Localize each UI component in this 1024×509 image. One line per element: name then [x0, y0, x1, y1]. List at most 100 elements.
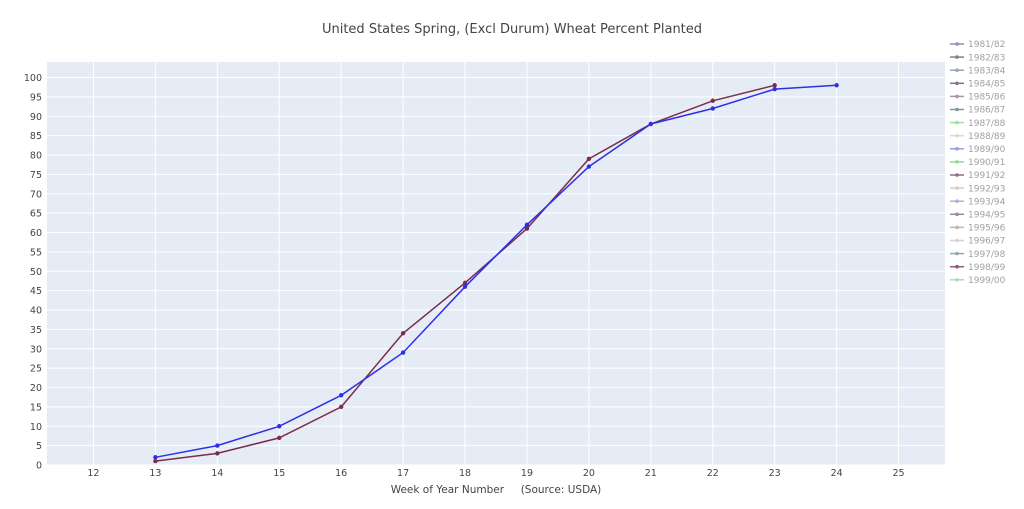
legend-marker-icon — [955, 133, 959, 138]
data-point[interactable] — [586, 156, 592, 162]
y-tick-label: 5 — [36, 441, 42, 452]
y-axis-ticks: 0 5 10 15 20 25 30 35 40 45 50 55 60 65 70 75 80 85 90 95 10… — [24, 73, 42, 472]
legend-label: 1986/87 — [968, 106, 1005, 116]
legend-marker-icon — [955, 42, 959, 46]
chart-title: United States Spring, (Excl Durum) Wheat… — [322, 22, 702, 37]
legend-item[interactable]: 1987/88 — [950, 119, 1006, 129]
legend-item[interactable]: 1993/94 — [950, 197, 1006, 207]
legend-marker-icon — [955, 251, 959, 256]
legend-item[interactable]: 1991/92 — [950, 171, 1005, 181]
series-line — [155, 84, 837, 459]
legend-item[interactable]: 1995/96 — [950, 224, 1006, 234]
data-point[interactable] — [338, 404, 344, 410]
data-point[interactable] — [648, 121, 654, 127]
legend-item[interactable]: 1990/91 — [950, 158, 1005, 168]
legend-marker-icon — [955, 186, 959, 190]
y-tick-label: 95 — [30, 92, 42, 103]
data-point[interactable] — [772, 83, 777, 88]
data-point[interactable] — [710, 106, 715, 111]
data-point[interactable] — [277, 424, 282, 429]
x-axis-label: Week of Year Number (Source: USDA) — [391, 484, 602, 496]
data-point[interactable] — [153, 455, 158, 460]
legend-item[interactable]: 1997/98 — [950, 250, 1006, 260]
x-axis-ticks: 12 13 14 15 16 17 18 19 20 21 22 23 24 25 — [87, 468, 904, 479]
legend-marker-icon — [955, 212, 959, 217]
y-tick-label: 15 — [30, 402, 42, 413]
x-tick-label: 13 — [149, 468, 161, 479]
data-point[interactable] — [215, 443, 220, 448]
data-point[interactable] — [710, 98, 715, 103]
legend-label: 1981/82 — [968, 40, 1005, 50]
x-tick-label: 23 — [769, 468, 781, 479]
legend-marker-icon — [955, 120, 959, 125]
legend-marker-icon — [955, 160, 959, 164]
legend-item[interactable]: 1994/95 — [950, 211, 1005, 221]
legend-item[interactable]: 1981/82 — [950, 40, 1005, 50]
legend-marker-icon — [955, 68, 959, 72]
y-tick-label: 25 — [30, 364, 42, 375]
legend-label: 1989/90 — [968, 145, 1006, 155]
legend-marker-icon — [955, 199, 959, 203]
y-tick-label: 40 — [30, 306, 42, 317]
legend-label: 1994/95 — [968, 211, 1005, 221]
x-tick-label: 15 — [273, 468, 285, 479]
data-point[interactable] — [772, 86, 777, 92]
legend-item[interactable]: 1996/97 — [950, 237, 1005, 247]
legend-label: 1998/99 — [968, 263, 1006, 273]
legend-item[interactable]: 1983/84 — [950, 66, 1006, 76]
legend-label: 1995/96 — [968, 224, 1006, 234]
legend-label: 1996/97 — [968, 237, 1005, 247]
legend-label: 1990/91 — [968, 158, 1005, 168]
legend-marker-icon — [955, 238, 959, 243]
series-2 — [153, 83, 839, 460]
x-tick-label: 14 — [211, 468, 223, 479]
legend-marker-icon — [955, 264, 959, 269]
legend-marker-icon — [955, 278, 959, 282]
legend-item[interactable]: 1984/85 — [950, 80, 1005, 90]
x-tick-label: 21 — [645, 468, 657, 479]
legend-item[interactable]: 1998/99 — [950, 263, 1006, 273]
data-point[interactable] — [215, 451, 220, 456]
y-tick-label: 0 — [36, 461, 42, 472]
legend-marker-icon — [955, 147, 959, 151]
x-tick-label: 25 — [893, 468, 905, 479]
legend-item[interactable]: 1992/93 — [950, 184, 1005, 194]
x-tick-label: 17 — [397, 468, 409, 479]
data-point[interactable] — [462, 280, 468, 286]
legend-marker-icon — [955, 173, 959, 177]
data-point[interactable] — [524, 226, 530, 231]
legend-label: 1982/83 — [968, 53, 1005, 63]
y-tick-label: 45 — [30, 286, 42, 297]
data-point[interactable] — [586, 164, 592, 169]
legend-label: 1992/93 — [968, 184, 1005, 194]
y-tick-label: 30 — [30, 344, 42, 355]
y-tick-label: 50 — [30, 267, 42, 278]
data-point[interactable] — [400, 350, 406, 355]
series-group — [153, 83, 839, 464]
data-point[interactable] — [338, 393, 344, 398]
y-tick-label: 35 — [30, 325, 42, 336]
legend-item[interactable]: 1989/90 — [950, 145, 1006, 155]
legend-marker-icon — [955, 55, 959, 59]
legend-item[interactable]: 1999/00 — [950, 276, 1006, 286]
legend-item[interactable]: 1982/83 — [950, 53, 1005, 63]
legend-label: 1991/92 — [968, 171, 1005, 181]
y-tick-label: 20 — [30, 383, 42, 394]
grid-lines — [47, 62, 945, 466]
legend-label: 1997/98 — [968, 250, 1006, 260]
y-tick-label: 100 — [24, 73, 42, 84]
data-point[interactable] — [524, 222, 530, 227]
data-point[interactable] — [834, 83, 839, 88]
y-tick-label: 90 — [30, 112, 42, 123]
data-point[interactable] — [277, 435, 282, 441]
data-point[interactable] — [462, 284, 468, 289]
data-point[interactable] — [400, 331, 406, 336]
legend-item[interactable]: 1985/86 — [950, 93, 1006, 103]
data-point[interactable] — [153, 458, 158, 464]
x-tick-label: 24 — [831, 468, 843, 479]
x-tick-label: 18 — [459, 468, 471, 479]
legend-label: 1983/84 — [968, 66, 1006, 76]
legend-item[interactable]: 1988/89 — [950, 132, 1006, 142]
legend-item[interactable]: 1986/87 — [950, 106, 1005, 116]
